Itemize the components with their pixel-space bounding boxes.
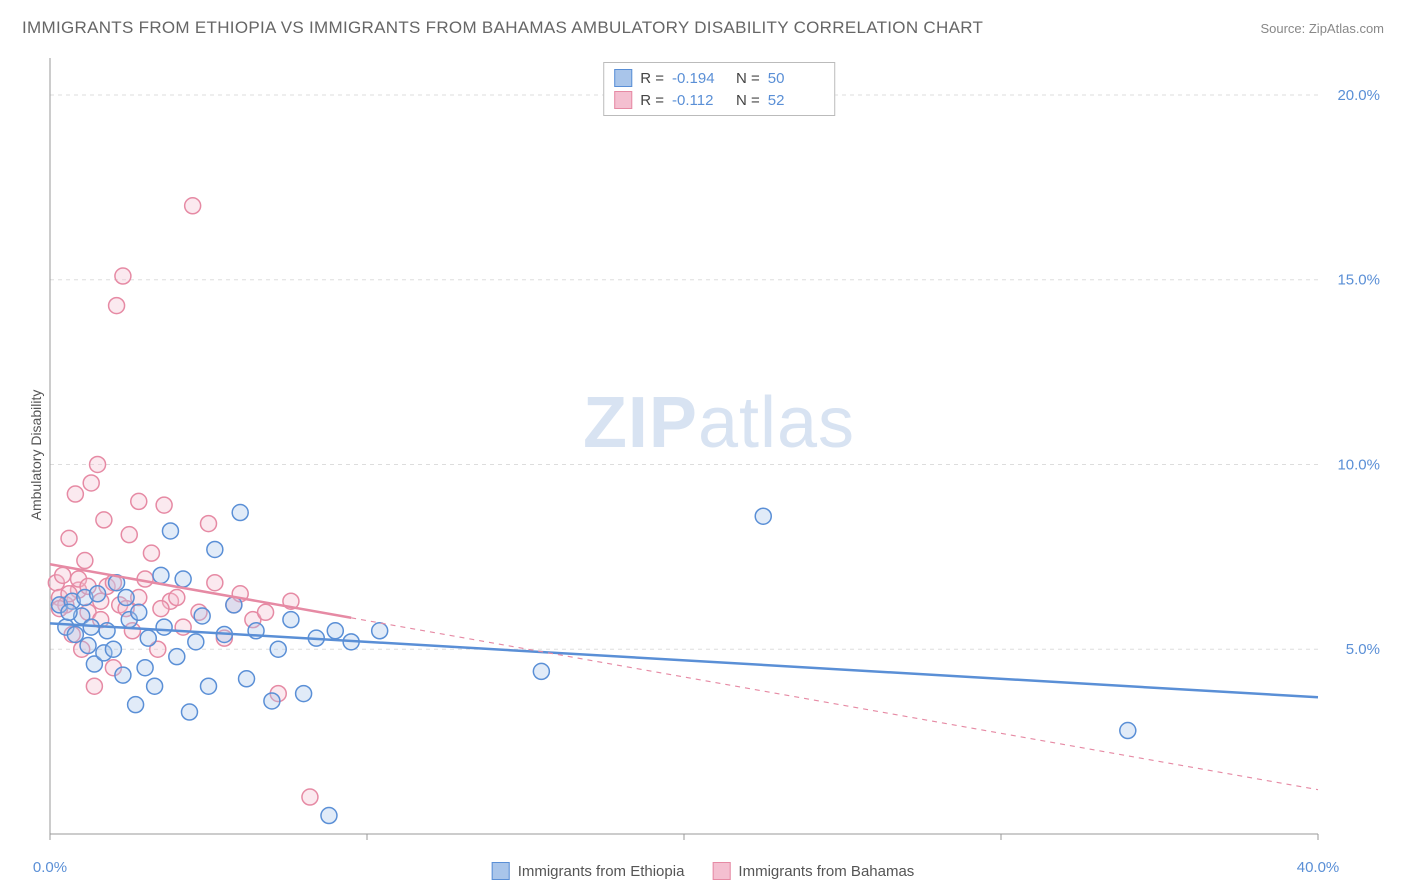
svg-text:10.0%: 10.0%: [1337, 456, 1380, 473]
svg-text:20.0%: 20.0%: [1337, 87, 1380, 104]
n-label-0: N =: [736, 70, 760, 87]
r-value-1: -0.112: [672, 92, 728, 109]
legend-item-0: Immigrants from Ethiopia: [492, 862, 685, 880]
scatter-plot: 5.0% 10.0% 15.0% 20.0%: [50, 58, 1388, 852]
x-tick-label: 40.0%: [1297, 859, 1340, 876]
n-value-1: 52: [768, 92, 824, 109]
series-legend: Immigrants from Ethiopia Immigrants from…: [492, 862, 915, 880]
correlation-row-0: R = -0.194 N = 50: [614, 67, 824, 89]
legend-swatch-0: [492, 862, 510, 880]
svg-text:5.0%: 5.0%: [1346, 641, 1380, 658]
r-value-0: -0.194: [672, 70, 728, 87]
swatch-series-1: [614, 91, 632, 109]
chart-title: IMMIGRANTS FROM ETHIOPIA VS IMMIGRANTS F…: [22, 18, 983, 38]
x-tick-label: 0.0%: [33, 859, 67, 876]
legend-swatch-1: [712, 862, 730, 880]
n-label-1: N =: [736, 92, 760, 109]
swatch-series-0: [614, 69, 632, 87]
legend-label-0: Immigrants from Ethiopia: [518, 863, 685, 880]
y-axis-label: Ambulatory Disability: [28, 390, 44, 521]
r-label-0: R =: [640, 70, 664, 87]
legend-item-1: Immigrants from Bahamas: [712, 862, 914, 880]
n-value-0: 50: [768, 70, 824, 87]
correlation-legend: R = -0.194 N = 50 R = -0.112 N = 52: [603, 62, 835, 116]
svg-text:15.0%: 15.0%: [1337, 272, 1380, 289]
title-bar: IMMIGRANTS FROM ETHIOPIA VS IMMIGRANTS F…: [22, 18, 1384, 38]
correlation-row-1: R = -0.112 N = 52: [614, 89, 824, 111]
r-label-1: R =: [640, 92, 664, 109]
chart-area: Ambulatory Disability ZIPatlas 5.0%10.0%…: [50, 58, 1388, 852]
legend-label-1: Immigrants from Bahamas: [738, 863, 914, 880]
source-label: Source: ZipAtlas.com: [1260, 21, 1384, 36]
